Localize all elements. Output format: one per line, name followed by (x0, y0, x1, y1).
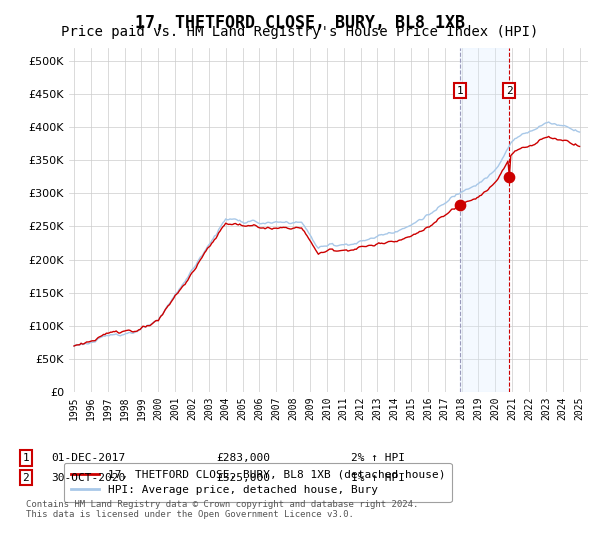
Text: Price paid vs. HM Land Registry's House Price Index (HPI): Price paid vs. HM Land Registry's House … (61, 25, 539, 39)
Bar (460, 48, 509, 392)
Text: 2: 2 (506, 86, 512, 96)
Point (505, 172, 514, 181)
Text: 01-DEC-2017: 01-DEC-2017 (51, 453, 125, 463)
Text: 2% ↑ HPI: 2% ↑ HPI (351, 453, 405, 463)
Text: 1% ↑ HPI: 1% ↑ HPI (351, 473, 405, 483)
Text: Contains HM Land Registry data © Crown copyright and database right 2024.
This d: Contains HM Land Registry data © Crown c… (26, 500, 418, 519)
Text: 17, THETFORD CLOSE, BURY, BL8 1XB: 17, THETFORD CLOSE, BURY, BL8 1XB (135, 14, 465, 32)
Legend: 17, THETFORD CLOSE, BURY, BL8 1XB (detached house), HPI: Average price, detached: 17, THETFORD CLOSE, BURY, BL8 1XB (detac… (64, 463, 452, 502)
Text: 30-OCT-2020: 30-OCT-2020 (51, 473, 125, 483)
Point (455, 200, 465, 209)
Text: 1: 1 (22, 453, 29, 463)
Text: 2: 2 (22, 473, 29, 483)
Text: £325,000: £325,000 (216, 473, 270, 483)
Text: 1: 1 (457, 86, 464, 96)
Text: £283,000: £283,000 (216, 453, 270, 463)
